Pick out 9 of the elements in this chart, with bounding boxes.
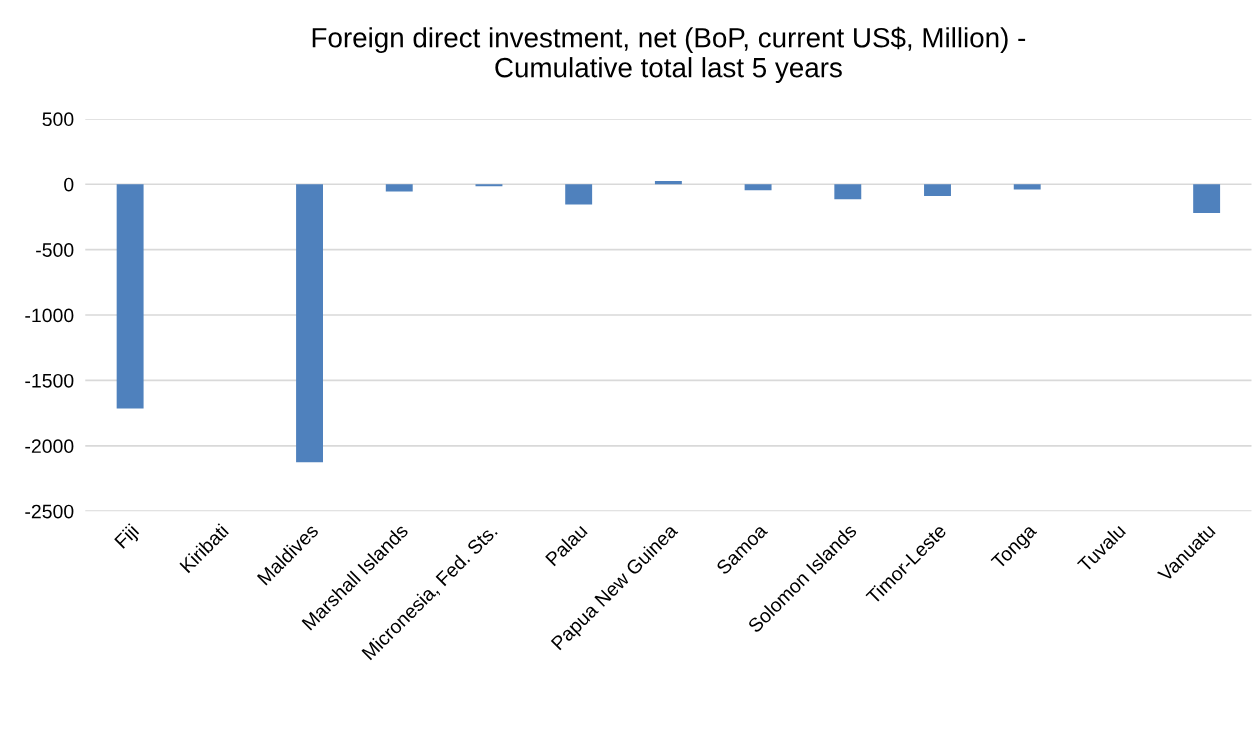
y-tick-label: -500 <box>36 243 74 257</box>
y-tick-label: 500 <box>42 112 74 127</box>
chart-title: Foreign direct investment, net (BoP, current US$, Million) - Cumulative total last 5 years <box>312 26 1026 83</box>
y-tick-label: -1500 <box>25 373 74 388</box>
y-tick-label: 0 <box>64 177 74 192</box>
x-tick-label: Fiji <box>113 523 143 552</box>
y-tick-label: -2500 <box>25 504 74 519</box>
y-tick-label: -1000 <box>25 308 74 323</box>
y-tick-label: -2000 <box>25 439 74 454</box>
